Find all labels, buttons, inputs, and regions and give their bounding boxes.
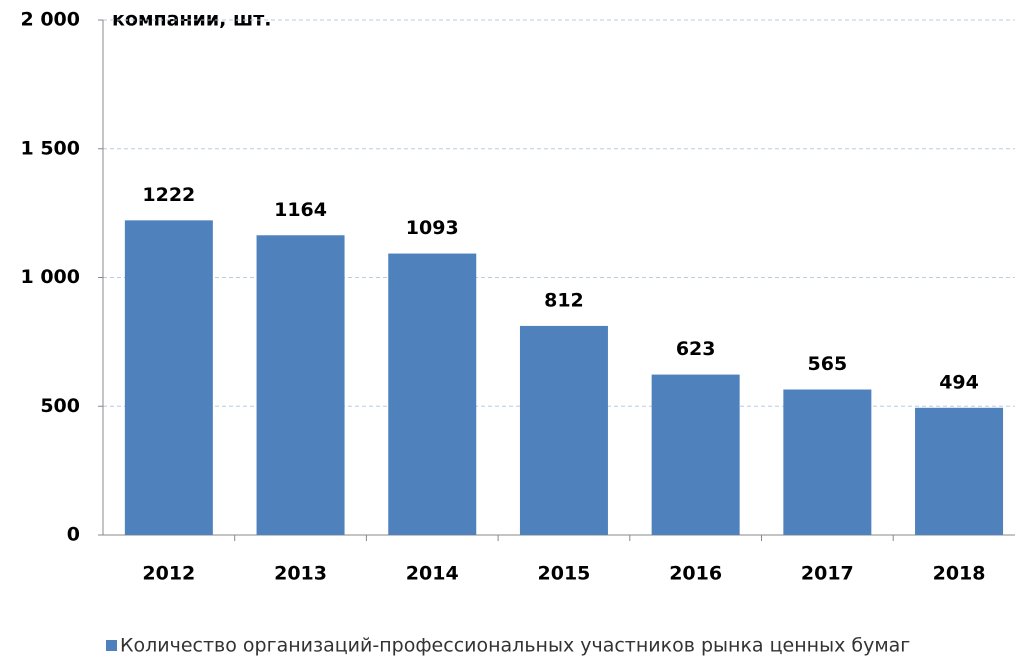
x-tick-label: 2014 [406, 563, 459, 585]
data-label: 623 [676, 338, 716, 360]
y-tick-label: 0 [67, 524, 80, 546]
bar [651, 374, 740, 535]
data-label: 565 [808, 353, 848, 375]
x-tick-label: 2015 [538, 563, 591, 585]
bar [256, 235, 345, 535]
x-tick-label: 2013 [274, 563, 327, 585]
legend-label: Количество организаций-профессиональных … [120, 635, 910, 657]
data-label: 1093 [406, 217, 459, 239]
bar [388, 253, 477, 536]
bar [124, 220, 213, 535]
x-tick-label: 2018 [933, 563, 986, 585]
bar [915, 407, 1004, 535]
bar [783, 389, 872, 535]
x-tick-label: 2012 [142, 563, 195, 585]
data-label: 1164 [274, 199, 327, 221]
bar [519, 325, 608, 535]
axis-title: компании, шт. [112, 9, 271, 31]
y-tick-label: 1 500 [21, 137, 81, 159]
data-label: 494 [939, 371, 979, 393]
y-tick-label: 2 000 [21, 9, 81, 31]
data-label: 1222 [142, 184, 195, 206]
y-tick-label: 500 [40, 395, 80, 417]
x-tick-label: 2016 [669, 563, 722, 585]
x-tick-label: 2017 [801, 563, 854, 585]
data-label: 812 [544, 289, 584, 311]
y-tick-label: 1 000 [21, 266, 81, 288]
legend-swatch [106, 640, 117, 651]
